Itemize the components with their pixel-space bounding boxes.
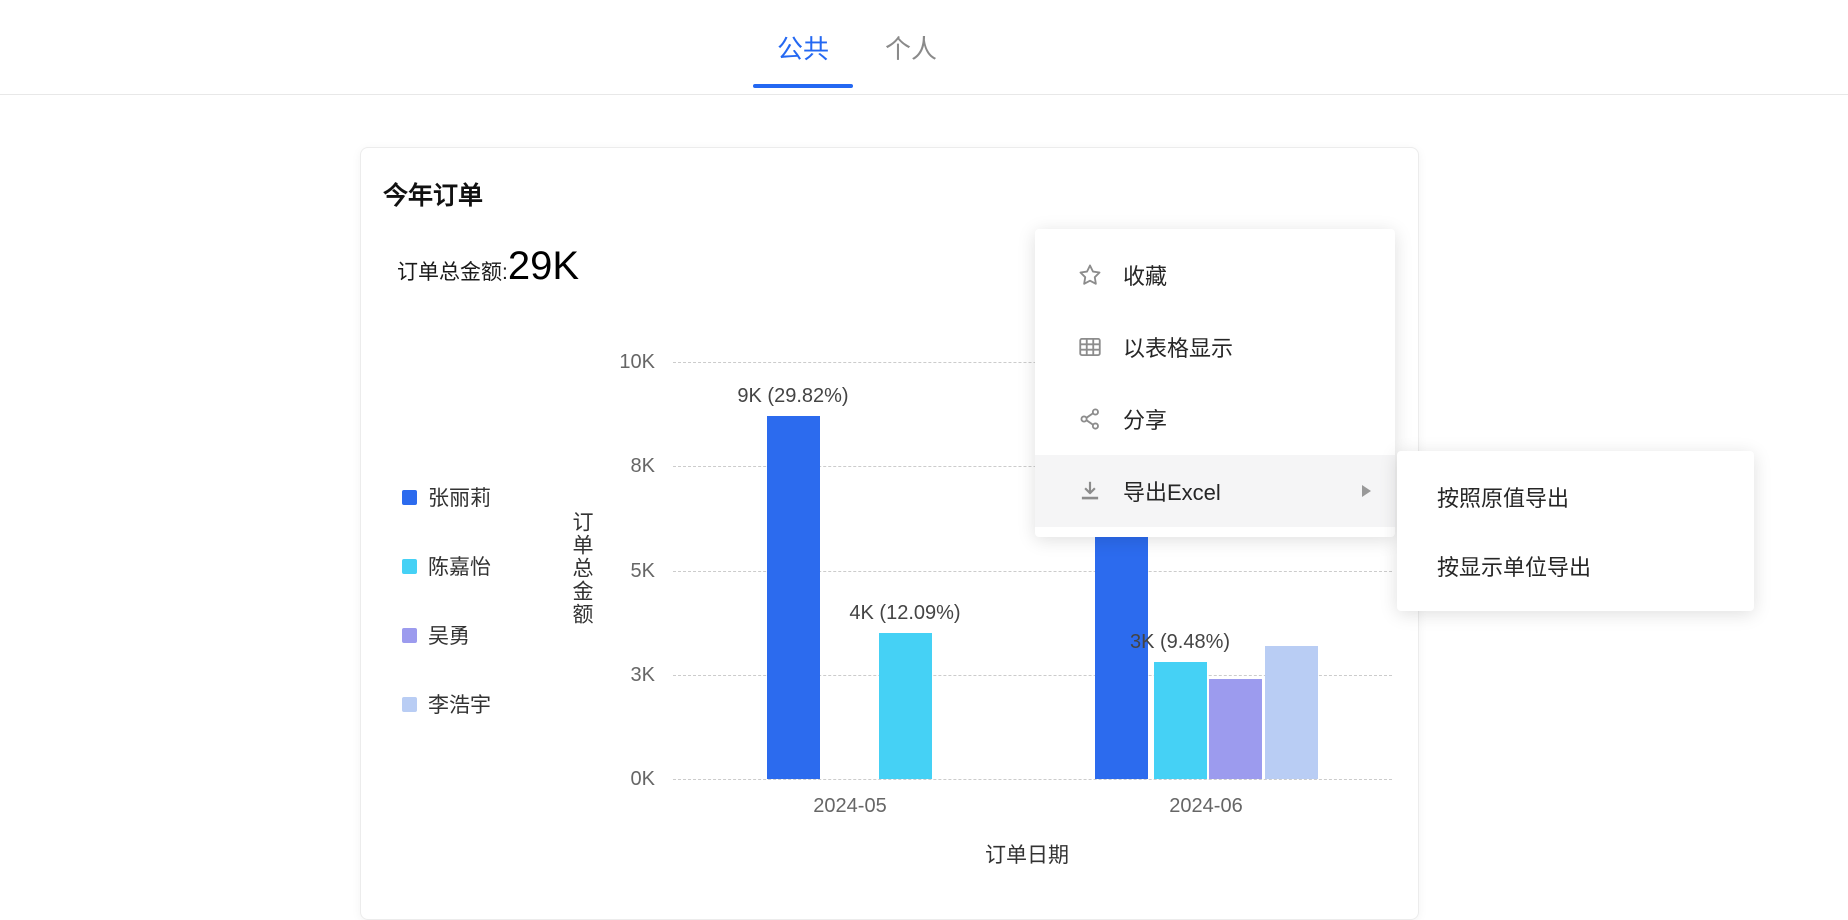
legend-swatch [402, 627, 417, 643]
active-tab-underline [753, 84, 853, 88]
chart-legend: 张丽莉陈嘉怡吴勇李浩宇 [402, 482, 491, 719]
bar-value-label: 9K (29.82%) [737, 385, 849, 407]
legend-label: 陈嘉怡 [428, 556, 491, 579]
table-icon [1077, 334, 1103, 360]
plot-area: 订单日期 10K 8K 5K 3K 0K 9K (29.82%) 4K (12.09%) 3K… [619, 351, 1392, 867]
bar-value-label: 4K (12.09%) [849, 602, 961, 624]
total-label: 订单总金额: [397, 261, 508, 284]
menu-item-label: 导出Excel [1123, 480, 1221, 505]
tab-personal-label: 个人 [885, 33, 938, 64]
menu-item-2[interactable]: 以表格显示 [1035, 311, 1395, 383]
legend-item-李浩宇[interactable]: 李浩宇 [402, 689, 491, 719]
menu-item-label: 以表格显示 [1123, 336, 1234, 361]
menu-item-label: 收藏 [1123, 264, 1168, 289]
gridline [673, 779, 1392, 780]
export-submenu: 按照原值导出 按显示单位导出 [1397, 451, 1754, 611]
total-value: 29K [507, 244, 580, 288]
bar-李浩宇-2024-06[interactable] [1265, 646, 1318, 779]
y-tick-label: 8K [630, 455, 655, 477]
bar-value-label: 3K (9.48%) [1129, 631, 1231, 653]
menu-item-3[interactable]: 分享 [1035, 383, 1395, 455]
gridline [673, 466, 1392, 467]
menu-item-1[interactable]: 收藏 [1035, 239, 1395, 311]
legend-label: 吴勇 [428, 625, 470, 648]
gridline [673, 675, 1392, 676]
gridline [673, 571, 1392, 572]
y-tick-label: 10K [619, 351, 655, 373]
bar-陈嘉怡-2024-05[interactable] [879, 633, 932, 779]
legend-item-张丽莉[interactable]: 张丽莉 [402, 482, 491, 512]
y-tick-label: 5K [630, 560, 655, 582]
submenu-item-1[interactable]: 按照原值导出 [1397, 462, 1754, 531]
share-icon [1077, 406, 1103, 432]
menu-item-label: 分享 [1123, 408, 1168, 433]
download-icon [1077, 478, 1103, 504]
x-tick-label: 2024-05 [813, 795, 887, 817]
bar-张丽莉-2024-06[interactable] [1095, 508, 1148, 779]
menu-item-4[interactable]: 导出Excel [1035, 455, 1395, 527]
gridline [673, 362, 1392, 363]
star-icon [1077, 262, 1103, 288]
submenu-item-2[interactable]: 按显示单位导出 [1397, 531, 1754, 600]
submenu-item-label: 按显示单位导出 [1437, 554, 1592, 580]
bar-张丽莉-2024-05[interactable] [767, 416, 820, 779]
submenu-item-label: 按照原值导出 [1437, 485, 1570, 511]
total-row: 订单总金额: 29K [397, 244, 579, 289]
card-title: 今年订单 [383, 182, 484, 210]
submenu-arrow-icon [1362, 485, 1371, 497]
bar-陈嘉怡-2024-06[interactable] [1154, 662, 1207, 779]
tab-personal[interactable]: 个人 [885, 0, 937, 94]
context-menu: 收藏以表格显示分享导出Excel [1035, 229, 1395, 537]
legend-label: 李浩宇 [428, 694, 491, 717]
y-tick-label: 3K [630, 664, 655, 686]
x-tick-label: 2024-06 [1169, 795, 1243, 817]
x-axis-title: 订单日期 [985, 844, 1069, 867]
y-tick-label: 0K [630, 768, 655, 790]
legend-swatch [402, 558, 417, 574]
legend-label: 张丽莉 [428, 487, 491, 510]
tab-bar: 公共 个人 [753, 0, 937, 94]
top-bar: 公共 个人 [0, 0, 1848, 95]
y-axis-title: 订单总金额 [570, 511, 593, 626]
tab-public-label: 公共 [777, 33, 830, 64]
legend-swatch [402, 696, 417, 712]
tab-public[interactable]: 公共 [753, 0, 853, 94]
bar-吴勇-2024-06[interactable] [1209, 679, 1262, 779]
legend-swatch [402, 489, 417, 505]
legend-item-吴勇[interactable]: 吴勇 [402, 620, 491, 650]
legend-item-陈嘉怡[interactable]: 陈嘉怡 [402, 551, 491, 581]
